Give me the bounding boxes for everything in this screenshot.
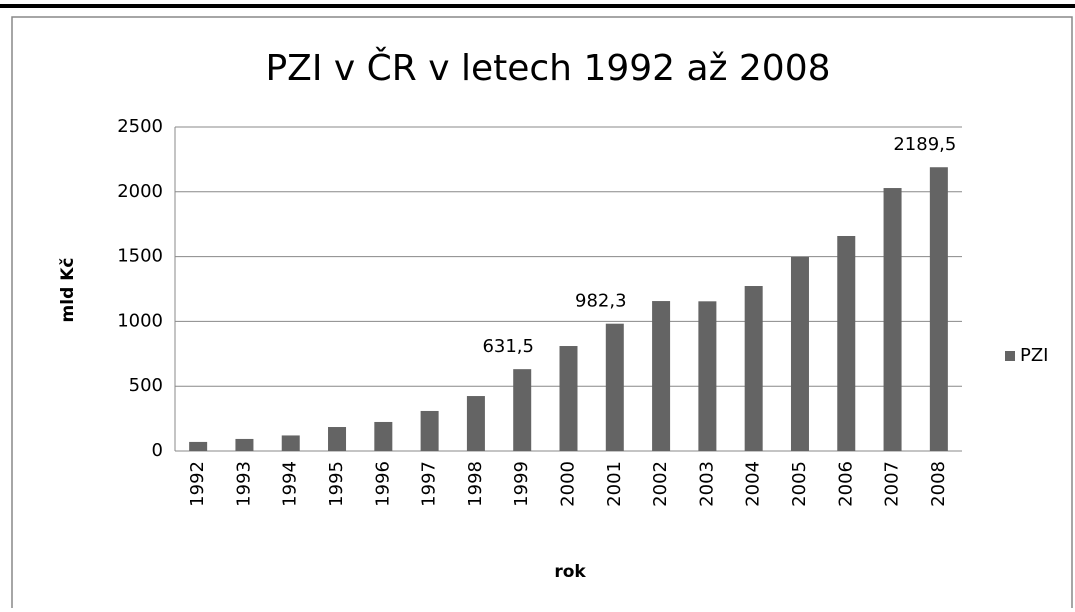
x-axis-title: rok xyxy=(554,562,586,582)
bar xyxy=(883,188,902,451)
y-tick-label: 0 xyxy=(152,440,163,461)
bar xyxy=(513,369,532,451)
bar xyxy=(929,167,948,452)
x-tick-label: 2001 xyxy=(604,461,625,507)
x-tick-label: 2007 xyxy=(882,461,903,507)
x-tick-label: 2000 xyxy=(558,461,579,507)
x-tick-label: 1994 xyxy=(280,461,301,507)
bar xyxy=(189,441,208,451)
bar xyxy=(328,427,347,451)
chart-title: PZI v ČR v letech 1992 až 2008 xyxy=(265,47,830,89)
x-tick-label: 2005 xyxy=(789,461,810,507)
bar xyxy=(744,286,763,451)
legend-swatch xyxy=(1005,351,1015,361)
y-axis-title: mld Kč xyxy=(58,258,78,323)
x-tick-label: 1993 xyxy=(233,461,254,507)
data-label: 631,5 xyxy=(482,336,534,357)
data-label: 982,3 xyxy=(575,291,627,312)
top-border xyxy=(0,4,1075,8)
bar xyxy=(837,235,856,451)
x-tick-label: 1998 xyxy=(465,461,486,507)
x-tick-label: 2008 xyxy=(928,461,949,507)
chart-frame xyxy=(11,16,1073,612)
x-tick-label: 1997 xyxy=(419,461,440,507)
y-tick-label: 1500 xyxy=(117,246,163,267)
bar xyxy=(790,256,809,451)
x-tick-label: 2003 xyxy=(696,461,717,507)
y-tick-label: 500 xyxy=(129,375,163,396)
bar xyxy=(466,396,485,451)
bar xyxy=(374,421,393,451)
x-tick-label: 1999 xyxy=(511,461,532,507)
y-tick-label: 1000 xyxy=(117,310,163,331)
data-label: 2189,5 xyxy=(893,134,956,155)
bar xyxy=(420,410,439,451)
y-tick-label: 2500 xyxy=(117,116,163,137)
legend-label: PZI xyxy=(1020,345,1049,366)
bar xyxy=(652,301,671,451)
x-tick-label: 1992 xyxy=(187,461,208,507)
x-tick-label: 1995 xyxy=(326,461,347,507)
bar xyxy=(235,438,254,451)
x-tick-label: 2002 xyxy=(650,461,671,507)
bar xyxy=(281,435,300,451)
bar xyxy=(698,301,717,451)
x-tick-label: 2004 xyxy=(743,461,764,507)
bar xyxy=(605,323,624,451)
bar xyxy=(559,346,578,451)
y-tick-label: 2000 xyxy=(117,181,163,202)
x-tick-label: 2006 xyxy=(835,461,856,507)
x-tick-label: 1996 xyxy=(372,461,393,507)
